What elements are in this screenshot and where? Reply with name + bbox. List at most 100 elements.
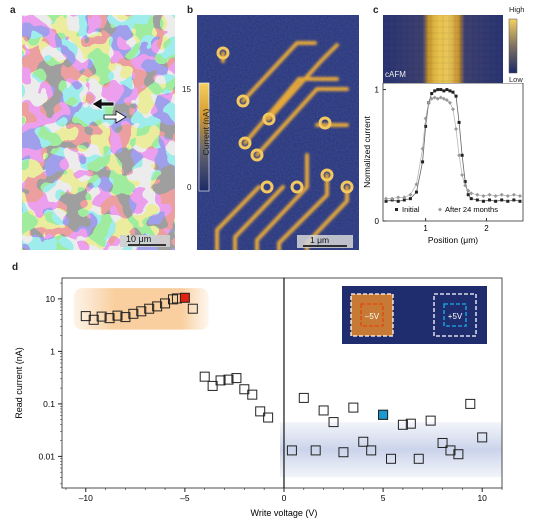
data-point-after (499, 192, 504, 197)
y-axis-label-d: Read current (nA) (14, 347, 24, 419)
data-point (263, 412, 274, 423)
data-point (167, 294, 178, 305)
inset-negative-written-area (351, 294, 393, 336)
data-point-initial (442, 89, 446, 93)
plot-frame-d (61, 277, 503, 489)
data-point (338, 447, 349, 458)
data-point (397, 419, 408, 430)
x-tick-label-d: 5 (381, 493, 386, 503)
colorbar-c (508, 18, 518, 74)
data-point (215, 375, 226, 386)
data-point (112, 310, 123, 321)
panel-b-label: b (187, 5, 194, 16)
colorbar-b-tick-min: 0 (187, 183, 192, 192)
panel-b-cafm-map: Current (nA) 15 0 1 μm (182, 15, 359, 252)
data-point-initial (430, 92, 434, 96)
x-tick-label-c: 1 (423, 224, 428, 233)
data-point-initial (488, 198, 492, 202)
inset-negative-inner-box (360, 303, 384, 327)
panel-a-micrograph: 10 μm (22, 15, 175, 250)
y-tick-label-d: 0.1 (43, 399, 55, 409)
data-point-initial (463, 180, 467, 184)
data-point (405, 418, 416, 429)
data-point (136, 306, 147, 317)
data-point (96, 311, 107, 322)
colorbar-c-high: High (509, 5, 525, 14)
data-point (386, 453, 397, 464)
data-point-after (441, 96, 446, 101)
data-point (80, 311, 91, 322)
data-point-initial (475, 198, 479, 202)
data-point-initial (439, 88, 443, 92)
x-tick-label-c: 2 (484, 224, 489, 233)
colorbar-b-tick-max: 15 (182, 85, 191, 94)
data-point-initial (518, 199, 522, 203)
data-point (223, 374, 234, 385)
data-point-initial (424, 124, 428, 128)
x-tick-label-d: –10 (79, 493, 93, 503)
highlight-point-positive (378, 409, 389, 420)
legend-marker-initial (395, 208, 398, 211)
y-axis-label-c: Normalized current (362, 115, 372, 187)
data-point-initial (433, 89, 437, 93)
colorbar-c-low: Low (509, 75, 523, 84)
data-point-after (447, 100, 452, 105)
data-point-initial (445, 88, 449, 92)
data-point-after (493, 194, 498, 199)
black-arrow-icon (91, 97, 115, 111)
data-point-after (438, 95, 443, 100)
data-point-initial (494, 199, 498, 203)
data-point-initial (414, 190, 418, 194)
inset-positive-outer-box (433, 293, 477, 337)
data-point (199, 371, 210, 382)
data-point (152, 301, 163, 312)
inset-negative-outer-box (350, 293, 394, 337)
data-point (207, 380, 218, 391)
electrode-lines (215, 41, 349, 252)
y-tick-label-c: 1 (375, 86, 380, 95)
legend-label-initial: Initial (402, 205, 420, 214)
data-point-initial (396, 199, 400, 203)
white-arrow-icon (103, 110, 127, 124)
data-point-after (429, 96, 434, 101)
panel-a-label: a (10, 5, 16, 16)
colorbar-b-label: Current (nA) (201, 108, 211, 156)
series-line-c-1 (386, 97, 521, 200)
data-point-after (517, 194, 522, 199)
data-point (187, 303, 198, 314)
inset-negative-label: –5V (365, 312, 380, 321)
scalebar-a-label: 10 μm (126, 234, 152, 244)
data-point-initial (448, 89, 452, 93)
data-point-after (432, 95, 437, 100)
data-point (104, 313, 115, 324)
data-point-after (511, 192, 516, 197)
y-tick-label-d: 1 (50, 346, 55, 356)
data-point-after (390, 196, 395, 201)
data-point-after (487, 192, 492, 197)
data-point-initial (457, 120, 461, 124)
data-point-initial (460, 153, 464, 157)
data-point-after (402, 195, 407, 200)
data-point (477, 432, 488, 443)
scalebar-b-label: 1 μm (310, 235, 330, 245)
y-tick-label-d: 10 (46, 294, 56, 304)
x-tick-label-d: 10 (477, 493, 487, 503)
electrode-pads (216, 46, 354, 194)
data-point (413, 453, 424, 464)
data-point-initial (469, 197, 473, 201)
data-point (239, 384, 250, 395)
data-point-initial (481, 199, 485, 203)
data-point-after (451, 107, 455, 112)
data-point-after (426, 100, 431, 105)
colorbar-b (198, 82, 210, 192)
data-point (437, 437, 448, 448)
x-axis-label-c: Position (μm) (428, 235, 478, 245)
data-point-initial (500, 198, 504, 202)
legend-label-after: After 24 months (445, 205, 498, 214)
data-point-initial (408, 197, 412, 201)
panel-d-label: d (12, 262, 19, 273)
data-point-after (444, 98, 449, 103)
sem-image (22, 15, 175, 250)
data-point-initial (454, 94, 458, 98)
